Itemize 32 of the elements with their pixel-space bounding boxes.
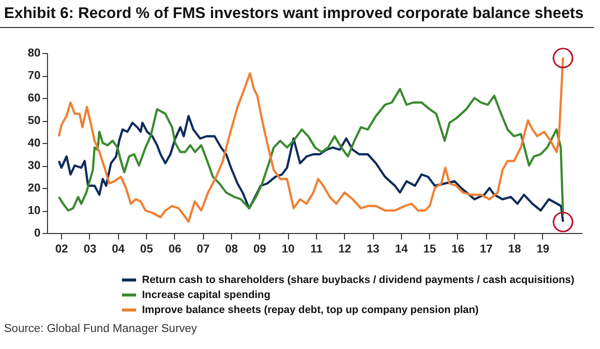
y-tick-label: 20 [28,182,40,194]
x-tick-label: 05 [140,244,154,256]
legend-label: Return cash to shareholders (share buybacks / dividend payments / cash acquisitions) [142,274,574,286]
x-tick-label: 16 [452,244,464,256]
x-tick-label: 15 [423,244,437,256]
x-tick-label: 09 [253,244,266,256]
x-tick-label: 10 [282,244,295,256]
y-tick-label: 70 [28,70,40,82]
x-tick-label: 17 [480,244,493,256]
x-tick-label: 13 [366,244,380,256]
x-tick-label: 06 [168,244,182,256]
y-tick-label: 40 [28,138,40,150]
y-tick-label: 60 [28,92,40,104]
y-tick-label: 10 [28,205,40,217]
x-tick-label: 18 [508,244,522,256]
x-tick-label: 11 [310,244,324,256]
x-tick-label: 04 [112,244,126,256]
source-note: Source: Global Fund Manager Survey [3,323,198,335]
y-tick-label: 30 [28,160,40,172]
y-tick-label: 0 [34,228,40,240]
x-tick-label: 08 [225,244,238,256]
legend-label: Improve balance sheets (repay debt, top up company pension plan) [142,304,479,316]
x-tick-label: 02 [55,244,68,256]
x-tick-label: 14 [394,244,408,256]
x-tick-label: 03 [84,244,96,256]
x-tick-label: 19 [536,244,550,256]
legend-label: Increase capital spending [142,289,270,301]
y-tick-label: 80 [28,48,40,60]
x-tick-label: 07 [196,244,210,256]
chart-title: Exhibit 6: Record % of FMS investors want improved corporate balance sheets [0,0,594,28]
y-tick-label: 50 [28,115,40,127]
x-tick-label: 12 [338,244,352,256]
